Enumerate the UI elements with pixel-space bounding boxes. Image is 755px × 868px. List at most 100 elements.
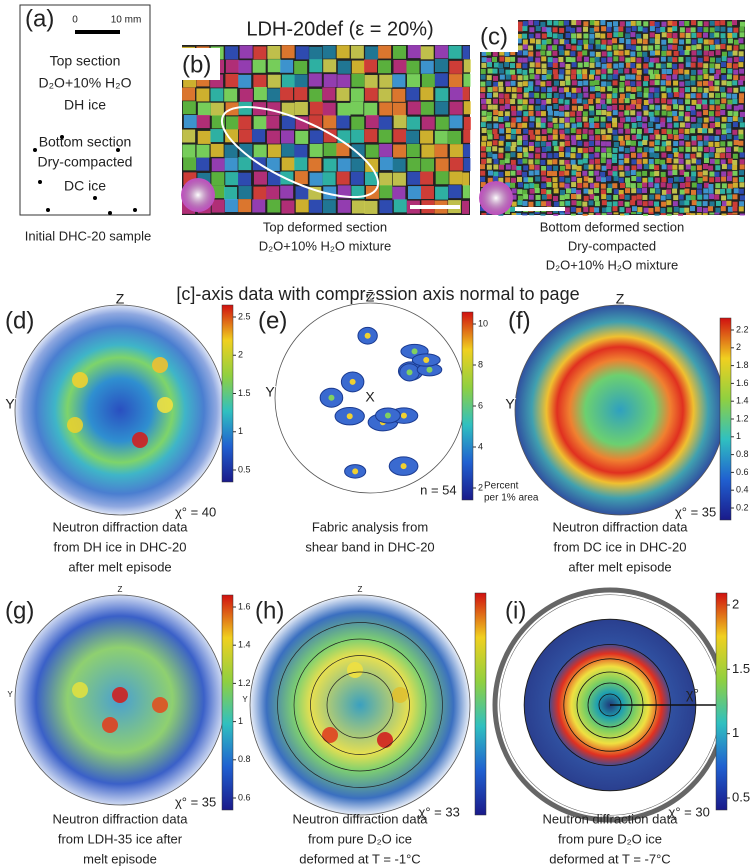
grain	[607, 86, 613, 92]
grain	[720, 159, 726, 165]
grain	[435, 88, 449, 102]
grain	[510, 50, 516, 56]
grain	[691, 171, 697, 177]
grain	[606, 152, 612, 158]
grain	[547, 122, 553, 128]
grain	[595, 104, 601, 110]
pole-figure	[514, 304, 726, 516]
grain	[517, 159, 523, 165]
grain	[732, 63, 738, 69]
grain	[571, 93, 577, 99]
grain	[522, 158, 528, 164]
grain	[673, 134, 679, 140]
grain	[732, 93, 738, 99]
grain	[606, 134, 612, 140]
grain	[553, 213, 559, 216]
grain	[715, 57, 721, 63]
grain	[393, 115, 407, 129]
grain	[630, 146, 636, 152]
grain	[654, 69, 660, 75]
grain	[449, 144, 463, 158]
grain	[510, 146, 516, 152]
grain	[582, 69, 588, 75]
grain	[625, 105, 631, 111]
grain	[715, 147, 721, 153]
grain	[703, 110, 709, 116]
grain	[625, 128, 631, 134]
grain	[196, 144, 210, 158]
grain	[636, 98, 642, 104]
grain	[684, 20, 690, 26]
color-wheel	[479, 181, 513, 215]
grain	[594, 122, 600, 128]
grain	[225, 129, 239, 143]
grain	[661, 98, 667, 104]
grain	[211, 199, 225, 213]
grain	[720, 26, 726, 32]
grain	[661, 50, 667, 56]
grain	[612, 117, 618, 123]
grain	[517, 182, 523, 188]
grain	[364, 129, 378, 143]
statistic: χ° = 30	[669, 804, 710, 819]
grain	[709, 68, 715, 74]
colorbar-tick-label: 1.8	[736, 360, 749, 370]
grain	[583, 86, 589, 92]
grain	[619, 140, 625, 146]
grain	[714, 99, 720, 105]
grain	[661, 74, 667, 80]
grain	[294, 87, 308, 101]
grain	[643, 33, 649, 39]
grain	[492, 146, 498, 152]
grain	[673, 92, 679, 98]
grain	[486, 111, 492, 117]
grain	[625, 170, 631, 176]
grain	[648, 62, 654, 68]
grain	[589, 51, 595, 57]
grain	[667, 134, 673, 140]
grain	[618, 98, 624, 104]
grain	[589, 207, 595, 213]
grain	[630, 81, 636, 87]
fabric-core	[400, 463, 407, 470]
grain	[691, 158, 697, 164]
grain	[732, 212, 738, 215]
grain	[649, 74, 655, 80]
grain	[726, 62, 732, 68]
grain	[679, 27, 685, 33]
grain	[720, 188, 726, 194]
grain	[732, 80, 738, 86]
fabric-core	[423, 357, 430, 364]
grain	[559, 201, 565, 207]
grain	[685, 105, 691, 111]
grain	[589, 33, 595, 39]
grain	[511, 128, 517, 134]
grain	[613, 21, 619, 27]
grain	[678, 68, 684, 74]
grain	[336, 143, 350, 157]
grain	[379, 172, 393, 186]
grain	[721, 213, 727, 216]
grain	[660, 146, 666, 152]
grain	[595, 86, 601, 92]
grain	[552, 159, 558, 165]
grain	[253, 74, 267, 88]
grain	[648, 212, 654, 215]
grain	[571, 200, 577, 206]
grain	[225, 46, 239, 60]
grain	[709, 27, 715, 33]
grain	[541, 74, 547, 80]
grain	[523, 140, 529, 146]
grain	[661, 177, 667, 183]
grain	[583, 182, 589, 188]
grain	[733, 146, 739, 152]
grain	[666, 183, 672, 189]
grain	[666, 50, 672, 56]
grain	[480, 81, 486, 87]
grain	[721, 38, 727, 44]
grain	[528, 170, 534, 176]
grain	[462, 185, 470, 199]
colorbar-tick-label: 2	[478, 482, 483, 492]
grain	[738, 134, 744, 140]
grain	[337, 199, 351, 213]
